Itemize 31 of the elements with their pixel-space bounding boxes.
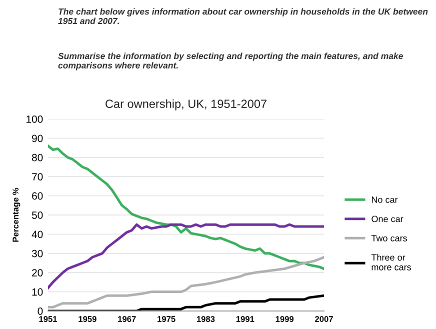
line-series — [48, 256, 324, 308]
y-axis-title: Percentage % — [12, 188, 20, 242]
x-tick-label: 1967 — [118, 316, 136, 322]
legend-label: Three or more cars — [371, 254, 412, 270]
y-tick-label: 30 — [32, 250, 43, 258]
y-tick-label: 0 — [38, 308, 43, 315]
y-tick-label: 20 — [32, 269, 43, 276]
line-series — [48, 223, 324, 290]
y-tick-label: 60 — [32, 192, 43, 200]
y-tick-label: 70 — [32, 173, 43, 180]
x-tick-label: 1999 — [276, 316, 294, 322]
y-tick-label: 40 — [32, 230, 43, 238]
x-tick-label: 1983 — [196, 316, 215, 322]
y-tick-label: 100 — [26, 116, 43, 123]
line-series — [48, 294, 324, 311]
x-tick-label: 1991 — [236, 316, 254, 322]
text: The chart below gives information about car ownership in households in the UK between 1951 and 2007. — [58, 8, 428, 24]
y-tick-label: 80 — [32, 154, 43, 162]
x-tick-label: 2007 — [315, 316, 333, 322]
y-tick-label: 50 — [32, 212, 43, 219]
line-series — [48, 144, 324, 270]
x-tick-label: 1959 — [78, 316, 96, 322]
chart-title: Car ownership, UK, 1951-2007 — [106, 99, 266, 110]
legend-label: One car — [372, 216, 404, 222]
legend-label: No car — [372, 196, 398, 203]
y-tick-label: 90 — [32, 134, 43, 142]
x-tick-label: 1975 — [158, 316, 176, 322]
legend-label: Two cars — [371, 235, 407, 242]
y-tick-label: 10 — [32, 288, 43, 296]
x-tick-label: 1951 — [39, 316, 58, 322]
text: Summarise the information by selecting and reporting the main features, and make comparisons where relevant. — [58, 52, 403, 70]
